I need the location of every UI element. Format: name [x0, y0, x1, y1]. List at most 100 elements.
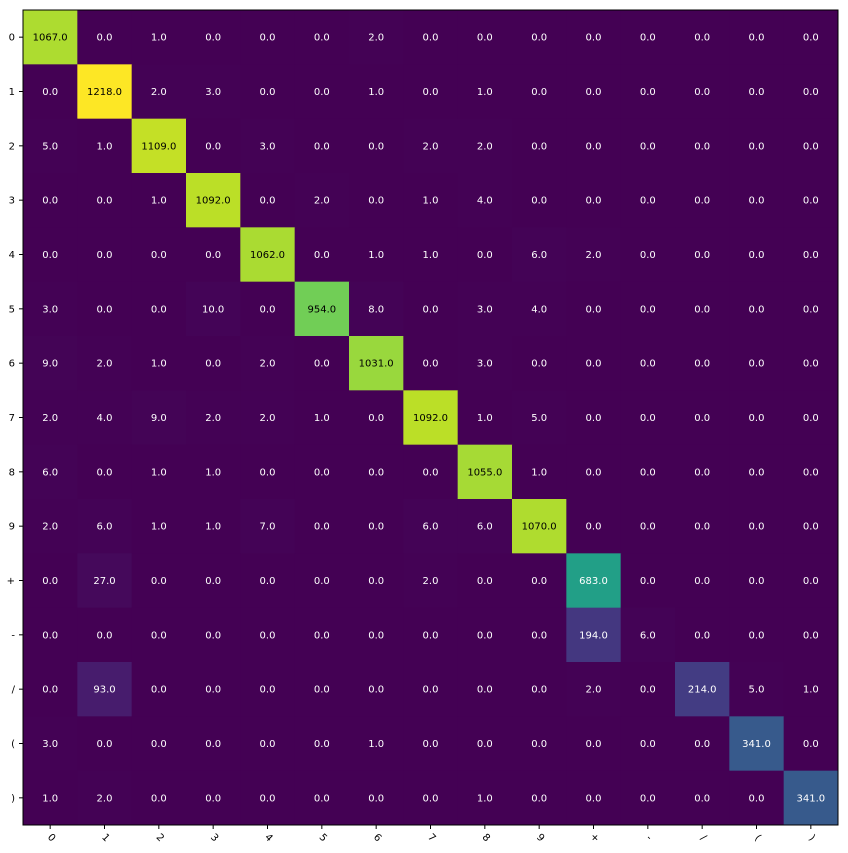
heatmap-cell [23, 281, 78, 337]
heatmap-cell [186, 499, 241, 554]
cell-value-label: 5.0 [749, 685, 765, 696]
cell-value-label: 27.0 [93, 576, 115, 587]
cell-value-label: 0.0 [368, 522, 384, 533]
heatmap-cell [349, 227, 404, 283]
cell-value-label: 954.0 [308, 304, 337, 315]
cell-value-label: 0.0 [368, 630, 384, 641]
y-tick-label: ( [11, 739, 15, 750]
heatmap-cell [783, 390, 839, 446]
heatmap-cell [349, 281, 404, 337]
heatmap-cell [512, 390, 567, 446]
cell-value-label: 2.0 [314, 196, 330, 207]
heatmap-cell [457, 281, 513, 337]
heatmap-cell [566, 64, 622, 120]
heatmap-cell [620, 662, 676, 717]
cell-value-label: 3.0 [205, 87, 221, 98]
heatmap-cell [186, 173, 241, 228]
heatmap-cell [403, 118, 459, 174]
heatmap-cell [566, 662, 622, 717]
cell-value-label: 0.0 [694, 413, 710, 424]
heatmap-cell [131, 390, 187, 446]
y-tick-label: / [12, 685, 16, 696]
cell-value-label: 1.0 [477, 87, 493, 98]
cell-value-label: 0.0 [531, 359, 547, 370]
heatmap-cell [131, 64, 187, 120]
cell-value-label: 0.0 [586, 33, 602, 44]
cell-value-label: 0.0 [586, 87, 602, 98]
y-tick-label: - [11, 630, 15, 641]
cell-value-label: 0.0 [314, 87, 330, 98]
cell-value-label: 2.0 [477, 141, 493, 152]
cell-value-label: 0.0 [260, 685, 276, 696]
cell-value-label: 0.0 [97, 250, 113, 261]
heatmap-cells [23, 10, 839, 826]
cell-value-label: 0.0 [803, 413, 819, 424]
heatmap-cell [131, 499, 187, 554]
cell-value-label: 6.0 [640, 630, 656, 641]
cell-value-label: 0.0 [205, 685, 221, 696]
heatmap-cell [240, 64, 296, 120]
heatmap-cell [566, 716, 622, 772]
heatmap-cell [729, 281, 785, 337]
heatmap-cell [294, 662, 350, 717]
heatmap-cell [512, 173, 567, 228]
heatmap-cell [566, 281, 622, 337]
cell-value-label: 1.0 [423, 250, 439, 261]
cell-value-label: 1.0 [151, 33, 167, 44]
heatmap-cell [729, 607, 785, 663]
cell-value-label: 0.0 [205, 359, 221, 370]
cell-value-label: 0.0 [749, 467, 765, 478]
heatmap-cell [240, 390, 296, 446]
heatmap-cell [675, 499, 730, 554]
cell-value-label: 2.0 [423, 141, 439, 152]
cell-value-label: 93.0 [93, 685, 115, 696]
cell-value-label: 0.0 [423, 304, 439, 315]
heatmap-cell [783, 10, 839, 65]
cell-value-label: 214.0 [688, 685, 717, 696]
cell-value-label: 0.0 [640, 413, 656, 424]
cell-value-label: 0.0 [368, 576, 384, 587]
cell-value-label: 0.0 [423, 793, 439, 804]
cell-value-label: 1031.0 [359, 359, 394, 370]
heatmap-cell [783, 499, 839, 554]
heatmap-cell [783, 662, 839, 717]
heatmap-cell [512, 553, 567, 609]
cell-value-label: 0.0 [314, 141, 330, 152]
heatmap-cell [512, 770, 567, 826]
cell-value-label: 2.0 [42, 522, 58, 533]
cell-value-label: 0.0 [42, 250, 58, 261]
cell-value-label: 2.0 [97, 359, 113, 370]
cell-value-label: 0.0 [151, 739, 167, 750]
cell-value-label: 1.0 [151, 522, 167, 533]
cell-value-label: 0.0 [694, 739, 710, 750]
cell-value-label: 0.0 [586, 304, 602, 315]
heatmap-cell [675, 336, 730, 391]
y-tick-label: ) [11, 793, 15, 804]
heatmap-cell [294, 281, 350, 337]
heatmap-cell [131, 173, 187, 228]
heatmap-cell [186, 10, 241, 65]
cell-value-label: 0.0 [803, 304, 819, 315]
cell-value-label: 1.0 [368, 250, 384, 261]
cell-value-label: 5.0 [531, 413, 547, 424]
heatmap-cell [131, 281, 187, 337]
heatmap-cell [403, 499, 459, 554]
heatmap-cell [566, 173, 622, 228]
cell-value-label: 1.0 [151, 196, 167, 207]
cell-value-label: 0.0 [531, 739, 547, 750]
cell-value-label: 0.0 [314, 793, 330, 804]
cell-value-label: 9.0 [42, 359, 58, 370]
cell-value-label: 0.0 [640, 576, 656, 587]
heatmap-cell [729, 173, 785, 228]
cell-value-label: 341.0 [742, 739, 771, 750]
cell-value-label: 1.0 [97, 141, 113, 152]
cell-value-label: 0.0 [314, 630, 330, 641]
heatmap-cell [403, 10, 459, 65]
cell-value-label: 0.0 [640, 304, 656, 315]
cell-value-label: 0.0 [586, 522, 602, 533]
heatmap-cell [403, 281, 459, 337]
cell-value-label: 0.0 [749, 576, 765, 587]
cell-value-label: 0.0 [749, 33, 765, 44]
heatmap-cell [512, 444, 567, 500]
heatmap-cell [620, 227, 676, 283]
